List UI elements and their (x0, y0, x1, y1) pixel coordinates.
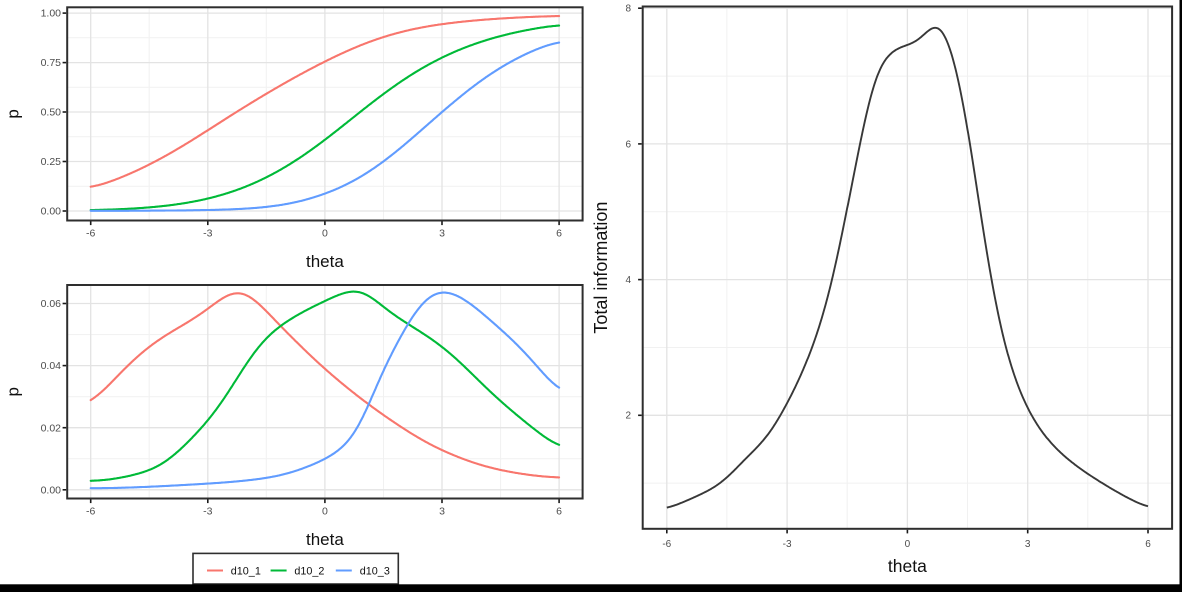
svg-text:-3: -3 (203, 506, 212, 518)
svg-text:Total information: Total information (591, 202, 611, 334)
svg-text:-3: -3 (203, 228, 212, 240)
svg-text:0.50: 0.50 (41, 107, 62, 119)
svg-text:theta: theta (306, 530, 344, 549)
svg-text:0.04: 0.04 (41, 360, 62, 372)
svg-text:8: 8 (625, 4, 631, 15)
svg-text:1.00: 1.00 (41, 8, 62, 20)
svg-text:6: 6 (556, 506, 562, 518)
svg-text:d10_1: d10_1 (231, 565, 261, 577)
svg-text:-3: -3 (783, 539, 792, 550)
svg-text:0.25: 0.25 (41, 156, 62, 168)
svg-text:0.02: 0.02 (41, 422, 62, 434)
svg-text:0.00: 0.00 (41, 484, 62, 496)
svg-text:0.75: 0.75 (41, 57, 62, 69)
svg-text:-6: -6 (86, 228, 95, 240)
svg-text:6: 6 (625, 139, 631, 150)
svg-text:p: p (4, 109, 23, 118)
svg-text:6: 6 (1145, 539, 1151, 550)
svg-text:6: 6 (556, 228, 562, 240)
svg-text:2: 2 (625, 411, 631, 422)
svg-text:3: 3 (439, 228, 445, 240)
svg-text:d10_3: d10_3 (360, 565, 390, 577)
svg-text:3: 3 (1025, 539, 1031, 550)
svg-text:-6: -6 (86, 506, 95, 518)
svg-text:0: 0 (905, 539, 911, 550)
svg-text:0: 0 (322, 506, 328, 518)
svg-text:4: 4 (625, 275, 631, 286)
svg-text:0.00: 0.00 (41, 206, 62, 218)
svg-text:3: 3 (439, 506, 445, 518)
svg-text:0: 0 (322, 228, 328, 240)
svg-text:theta: theta (888, 556, 927, 576)
svg-text:p: p (4, 387, 23, 396)
svg-text:0.06: 0.06 (41, 298, 62, 310)
svg-text:-6: -6 (662, 539, 671, 550)
svg-text:d10_2: d10_2 (294, 565, 324, 577)
svg-text:theta: theta (306, 252, 344, 271)
